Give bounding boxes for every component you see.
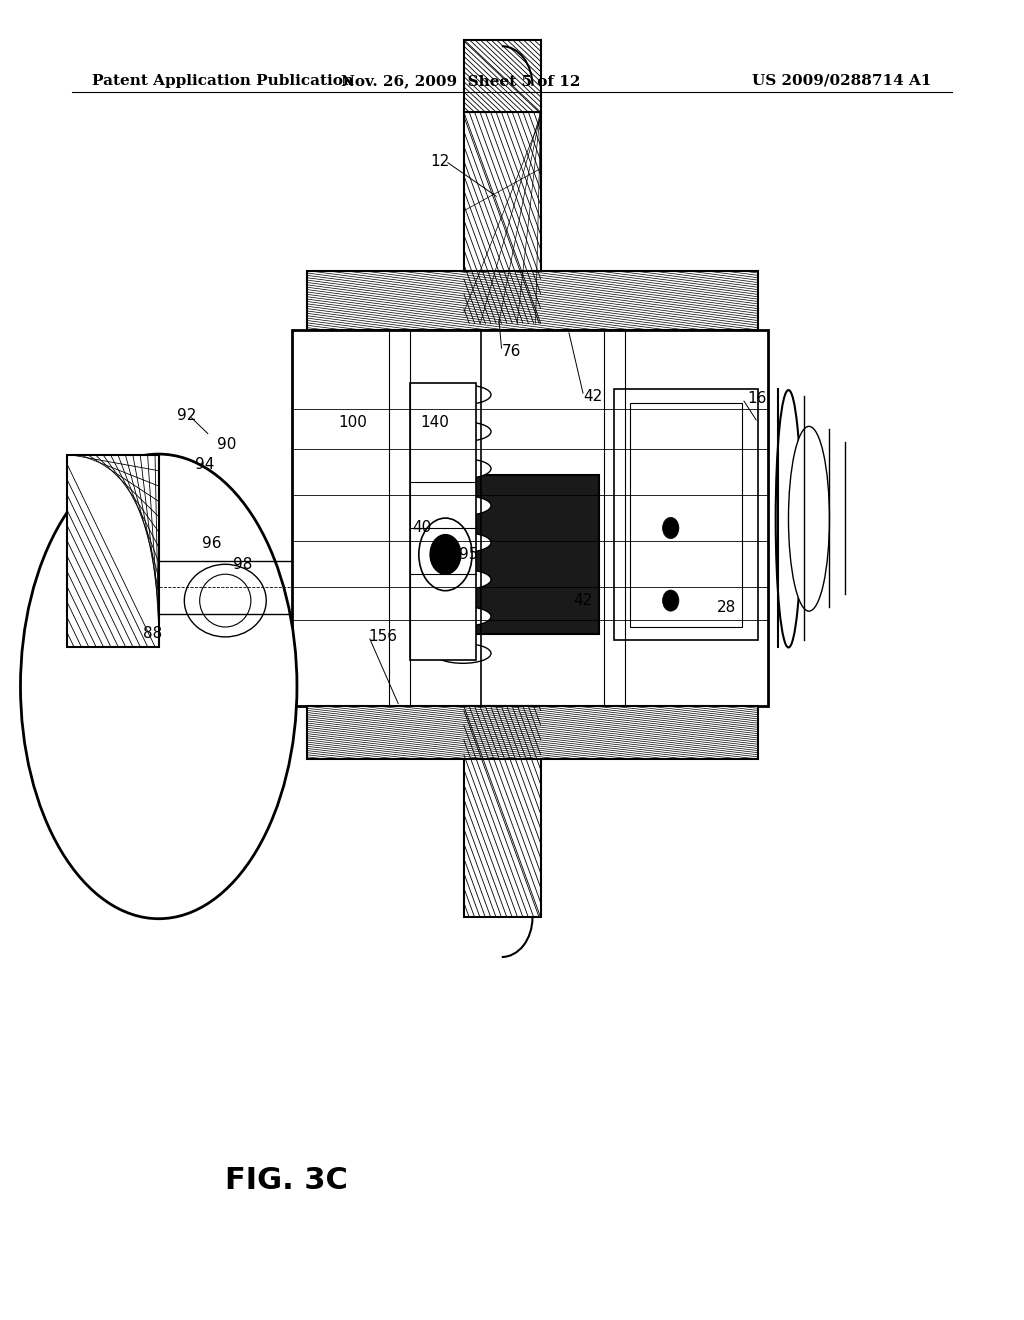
Text: 98: 98 bbox=[233, 557, 253, 573]
Bar bbox=[464, 40, 541, 112]
Text: FIG. 3C: FIG. 3C bbox=[225, 1166, 348, 1195]
Ellipse shape bbox=[776, 391, 801, 648]
Ellipse shape bbox=[419, 519, 472, 591]
Ellipse shape bbox=[20, 454, 297, 919]
Bar bbox=[410, 383, 476, 660]
Text: 42: 42 bbox=[584, 388, 603, 404]
Text: 42: 42 bbox=[573, 593, 593, 609]
Text: 76: 76 bbox=[502, 343, 521, 359]
Ellipse shape bbox=[434, 458, 492, 479]
Text: 140: 140 bbox=[420, 414, 449, 430]
Circle shape bbox=[663, 517, 679, 539]
Text: US 2009/0288714 A1: US 2009/0288714 A1 bbox=[753, 74, 932, 88]
Text: 96: 96 bbox=[202, 536, 221, 552]
Bar bbox=[630, 403, 742, 627]
Text: 100: 100 bbox=[338, 414, 367, 430]
Ellipse shape bbox=[434, 532, 492, 553]
Text: 95: 95 bbox=[459, 546, 478, 562]
Ellipse shape bbox=[184, 565, 266, 636]
Ellipse shape bbox=[434, 496, 492, 516]
Ellipse shape bbox=[430, 535, 461, 574]
Ellipse shape bbox=[434, 384, 492, 404]
Text: 94: 94 bbox=[195, 457, 214, 473]
Bar bbox=[464, 706, 541, 917]
Ellipse shape bbox=[788, 426, 829, 611]
Bar bbox=[307, 271, 758, 330]
Text: 156: 156 bbox=[369, 628, 397, 644]
Bar bbox=[292, 330, 768, 706]
Text: 92: 92 bbox=[177, 408, 197, 424]
Ellipse shape bbox=[200, 574, 251, 627]
Text: Nov. 26, 2009  Sheet 5 of 12: Nov. 26, 2009 Sheet 5 of 12 bbox=[341, 74, 581, 88]
Text: Patent Application Publication: Patent Application Publication bbox=[92, 74, 354, 88]
Ellipse shape bbox=[434, 607, 492, 626]
Text: 28: 28 bbox=[717, 599, 736, 615]
Bar bbox=[307, 706, 758, 759]
Bar bbox=[614, 389, 758, 640]
Ellipse shape bbox=[434, 422, 492, 441]
Bar bbox=[67, 455, 159, 647]
Text: 12: 12 bbox=[430, 153, 450, 169]
Ellipse shape bbox=[434, 644, 492, 663]
Text: 40: 40 bbox=[413, 520, 432, 536]
Ellipse shape bbox=[434, 570, 492, 589]
Circle shape bbox=[663, 590, 679, 611]
Bar bbox=[464, 112, 541, 323]
Text: 88: 88 bbox=[143, 626, 163, 642]
Text: 90: 90 bbox=[217, 437, 237, 453]
Text: 16: 16 bbox=[748, 391, 767, 407]
Bar bbox=[466, 475, 599, 634]
